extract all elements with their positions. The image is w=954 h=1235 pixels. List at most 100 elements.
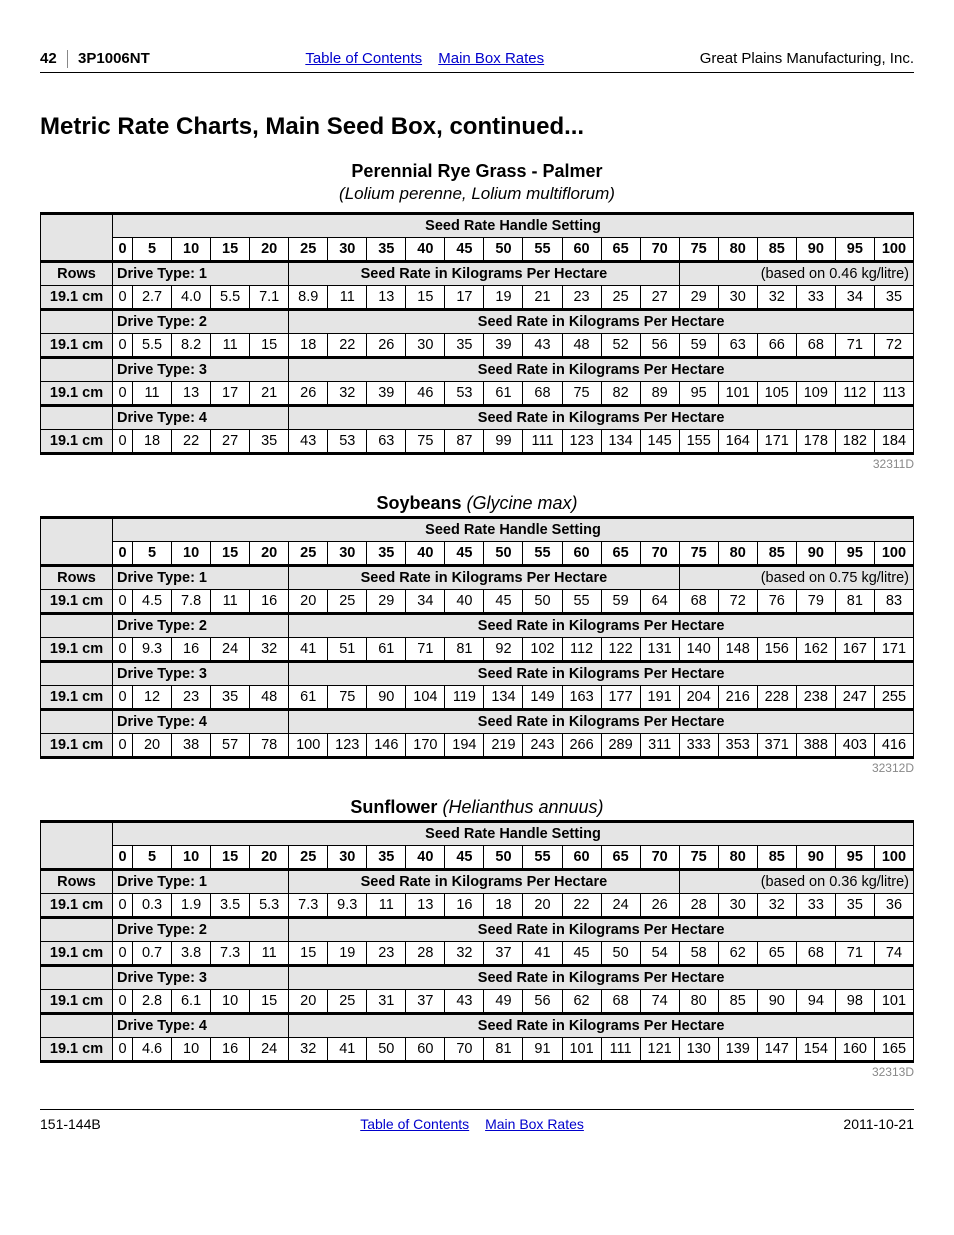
rate-value: 0 <box>113 942 133 966</box>
rate-label: Seed Rate in Kilograms Per Hectare <box>289 662 914 686</box>
rate-value: 266 <box>562 734 601 758</box>
rate-value: 23 <box>562 286 601 310</box>
rate-value: 4.0 <box>172 286 211 310</box>
drive-type-label: Drive Type: 1 <box>113 870 289 894</box>
setting-value: 45 <box>445 846 484 870</box>
rate-value: 27 <box>640 286 679 310</box>
rate-value: 63 <box>367 430 406 454</box>
rate-value: 219 <box>484 734 523 758</box>
rate-value: 16 <box>250 590 289 614</box>
rate-value: 3.5 <box>211 894 250 918</box>
rate-value: 25 <box>328 990 367 1014</box>
rate-value: 68 <box>679 590 718 614</box>
row-spacing: 19.1 cm <box>41 590 113 614</box>
rate-value: 416 <box>874 734 913 758</box>
rate-value: 15 <box>250 334 289 358</box>
blank-cell <box>41 518 113 542</box>
setting-value: 80 <box>718 542 757 566</box>
setting-value: 100 <box>874 238 913 262</box>
setting-value: 90 <box>796 542 835 566</box>
rate-value: 79 <box>796 590 835 614</box>
footer-doc-id: 151-144B <box>40 1116 101 1132</box>
rate-value: 50 <box>523 590 562 614</box>
rate-value: 101 <box>562 1038 601 1062</box>
rate-value: 130 <box>679 1038 718 1062</box>
rate-value: 82 <box>601 382 640 406</box>
footer-main-box-link[interactable]: Main Box Rates <box>485 1116 584 1132</box>
footer-toc-link[interactable]: Table of Contents <box>360 1116 469 1132</box>
based-on-label: (based on 0.75 kg/litre) <box>679 566 913 590</box>
setting-value: 90 <box>796 846 835 870</box>
rate-value: 165 <box>874 1038 913 1062</box>
rate-value: 23 <box>367 942 406 966</box>
rate-value: 5.3 <box>250 894 289 918</box>
rate-value: 63 <box>718 334 757 358</box>
rate-value: 2.7 <box>133 286 172 310</box>
rate-value: 48 <box>562 334 601 358</box>
rate-value: 7.3 <box>211 942 250 966</box>
rate-value: 45 <box>484 590 523 614</box>
rate-value: 53 <box>328 430 367 454</box>
rate-value: 60 <box>406 1038 445 1062</box>
setting-value: 15 <box>211 238 250 262</box>
blank-cell <box>41 846 113 870</box>
rate-value: 119 <box>445 686 484 710</box>
rate-value: 22 <box>328 334 367 358</box>
based-on-label: (based on 0.36 kg/litre) <box>679 870 913 894</box>
toc-link[interactable]: Table of Contents <box>305 50 422 67</box>
rate-value: 11 <box>367 894 406 918</box>
settings-header: Seed Rate Handle Setting <box>113 518 914 542</box>
rate-value: 0 <box>113 334 133 358</box>
rate-value: 18 <box>484 894 523 918</box>
rate-value: 55 <box>562 590 601 614</box>
blank-cell <box>41 406 113 430</box>
rate-value: 162 <box>796 638 835 662</box>
rate-value: 57 <box>211 734 250 758</box>
drive-type-label: Drive Type: 2 <box>113 614 289 638</box>
rate-value: 101 <box>874 990 913 1014</box>
rate-value: 122 <box>601 638 640 662</box>
rate-value: 75 <box>406 430 445 454</box>
drive-type-label: Drive Type: 4 <box>113 1014 289 1038</box>
rate-value: 4.5 <box>133 590 172 614</box>
rate-value: 54 <box>640 942 679 966</box>
rate-value: 71 <box>406 638 445 662</box>
rate-value: 32 <box>757 894 796 918</box>
blank-cell <box>41 710 113 734</box>
rate-value: 0 <box>113 734 133 758</box>
rate-value: 121 <box>640 1038 679 1062</box>
rate-table: Seed Rate Handle Setting0510152025303540… <box>40 516 914 759</box>
rate-value: 32 <box>250 638 289 662</box>
row-spacing: 19.1 cm <box>41 990 113 1014</box>
rate-value: 35 <box>835 894 874 918</box>
rate-value: 40 <box>445 590 484 614</box>
rate-value: 134 <box>601 430 640 454</box>
rate-value: 28 <box>406 942 445 966</box>
rate-value: 171 <box>874 638 913 662</box>
rate-value: 38 <box>172 734 211 758</box>
rate-value: 13 <box>367 286 406 310</box>
setting-value: 30 <box>328 238 367 262</box>
rate-value: 9.3 <box>133 638 172 662</box>
rate-value: 155 <box>679 430 718 454</box>
rate-value: 48 <box>250 686 289 710</box>
rate-value: 171 <box>757 430 796 454</box>
rate-value: 49 <box>484 990 523 1014</box>
rate-value: 36 <box>874 894 913 918</box>
rate-value: 0 <box>113 382 133 406</box>
rate-value: 1.9 <box>172 894 211 918</box>
rate-value: 7.3 <box>289 894 328 918</box>
rate-value: 11 <box>211 590 250 614</box>
rate-value: 164 <box>718 430 757 454</box>
rate-value: 76 <box>757 590 796 614</box>
rate-value: 62 <box>562 990 601 1014</box>
blank-cell <box>41 614 113 638</box>
setting-value: 85 <box>757 846 796 870</box>
rate-value: 90 <box>367 686 406 710</box>
rate-value: 28 <box>679 894 718 918</box>
rate-value: 32 <box>328 382 367 406</box>
setting-value: 30 <box>328 846 367 870</box>
main-box-link[interactable]: Main Box Rates <box>438 50 544 67</box>
rate-value: 20 <box>523 894 562 918</box>
setting-value: 50 <box>484 238 523 262</box>
